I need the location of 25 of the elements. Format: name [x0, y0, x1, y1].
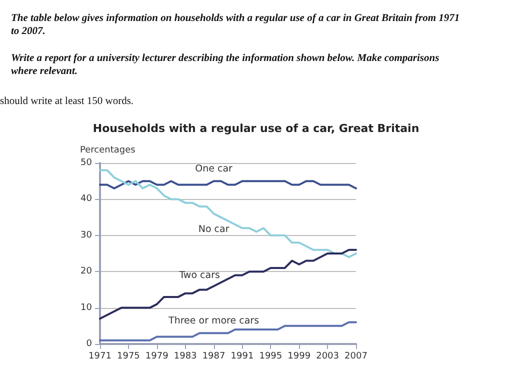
- x-tick-label: 1975: [116, 352, 140, 362]
- x-tick-label: 1983: [174, 352, 197, 362]
- x-tick-label: 1987: [202, 352, 226, 362]
- y-tick-label: 10: [80, 302, 92, 313]
- x-tick-label: 1971: [88, 352, 112, 362]
- series-label: One car: [195, 164, 233, 175]
- x-tick-label: 2003: [316, 352, 340, 362]
- series-label: No car: [198, 224, 230, 236]
- chart-title: Households with a regular use of a car, Great Britain: [92, 122, 420, 135]
- text: The table below gives information on households with a regular use of a car in Great Britain from 1971 to 2007.: [11, 12, 461, 38]
- x-tick-label: 2007: [344, 352, 368, 362]
- series-label: Two cars: [178, 270, 220, 282]
- x-tick-label: 1995: [259, 352, 282, 362]
- y-tick-label: 20: [80, 266, 92, 277]
- y-axis-title: Percentages: [80, 146, 136, 156]
- y-tick-label: 30: [80, 230, 92, 240]
- x-tick-label: 1979: [145, 352, 169, 362]
- series-label: Three or more cars: [168, 316, 260, 327]
- y-tick-label: 50: [80, 158, 92, 168]
- text: Write a report for a university lecturer describing the information shown below. Make comparisons where relevant.: [11, 52, 440, 78]
- text: should write at least 150 words.: [0, 96, 134, 107]
- y-tick-label: 0: [86, 339, 92, 349]
- x-tick-label: 1991: [230, 352, 254, 362]
- x-tick-label: 1999: [288, 352, 311, 362]
- y-tick-label: 40: [80, 194, 92, 204]
